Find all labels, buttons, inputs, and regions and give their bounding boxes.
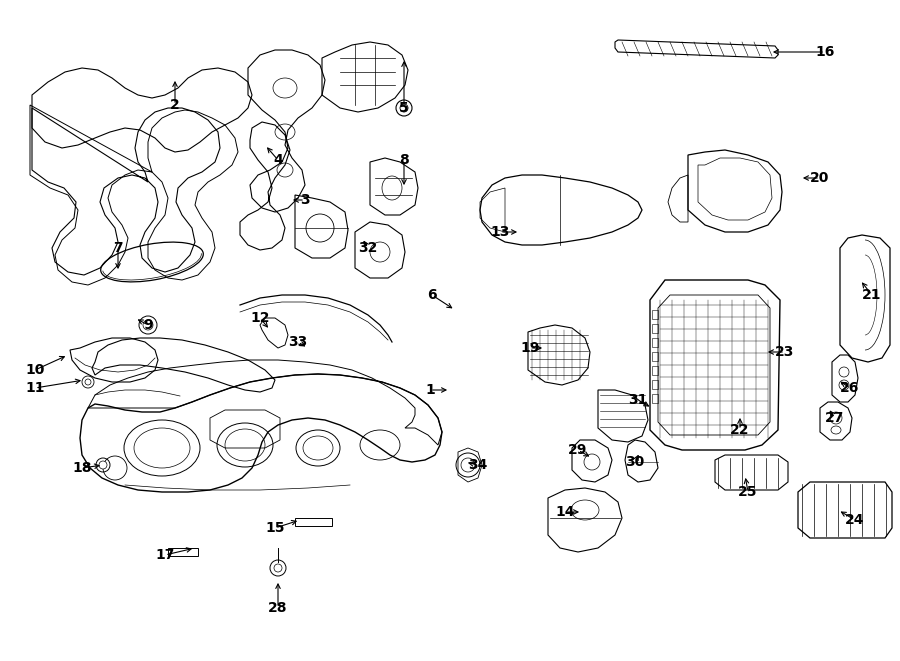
Text: 6: 6 [428, 288, 436, 302]
Ellipse shape [461, 458, 475, 472]
Text: 3: 3 [301, 193, 310, 207]
Text: 17: 17 [156, 548, 175, 562]
Text: 5: 5 [399, 101, 409, 115]
Text: 21: 21 [862, 288, 882, 302]
Text: 11: 11 [25, 381, 45, 395]
Text: 28: 28 [268, 601, 288, 615]
Text: 32: 32 [358, 241, 378, 255]
Text: 8: 8 [399, 153, 409, 167]
Text: 24: 24 [845, 513, 865, 527]
Ellipse shape [274, 564, 282, 572]
Text: 19: 19 [520, 341, 540, 355]
Text: 20: 20 [810, 171, 830, 185]
Ellipse shape [85, 379, 91, 385]
Text: 9: 9 [143, 318, 153, 332]
Text: 4: 4 [273, 153, 283, 167]
Text: 1: 1 [425, 383, 435, 397]
Text: 31: 31 [628, 393, 648, 407]
Text: 15: 15 [266, 521, 284, 535]
Text: 29: 29 [568, 443, 588, 457]
Text: 13: 13 [491, 225, 509, 239]
Text: 2: 2 [170, 98, 180, 112]
Text: 26: 26 [841, 381, 859, 395]
Text: 25: 25 [738, 485, 758, 499]
Text: 14: 14 [555, 505, 575, 519]
Text: 12: 12 [250, 311, 270, 325]
Text: 30: 30 [626, 455, 644, 469]
Text: 22: 22 [730, 423, 750, 437]
Text: 10: 10 [25, 363, 45, 377]
Text: 34: 34 [468, 458, 488, 472]
Text: 27: 27 [825, 411, 845, 425]
Text: 23: 23 [775, 345, 795, 359]
Ellipse shape [99, 461, 107, 469]
Ellipse shape [400, 104, 408, 112]
Text: 33: 33 [288, 335, 308, 349]
Text: 18: 18 [72, 461, 92, 475]
Text: 7: 7 [113, 241, 122, 255]
Ellipse shape [143, 320, 153, 330]
Text: 16: 16 [815, 45, 834, 59]
